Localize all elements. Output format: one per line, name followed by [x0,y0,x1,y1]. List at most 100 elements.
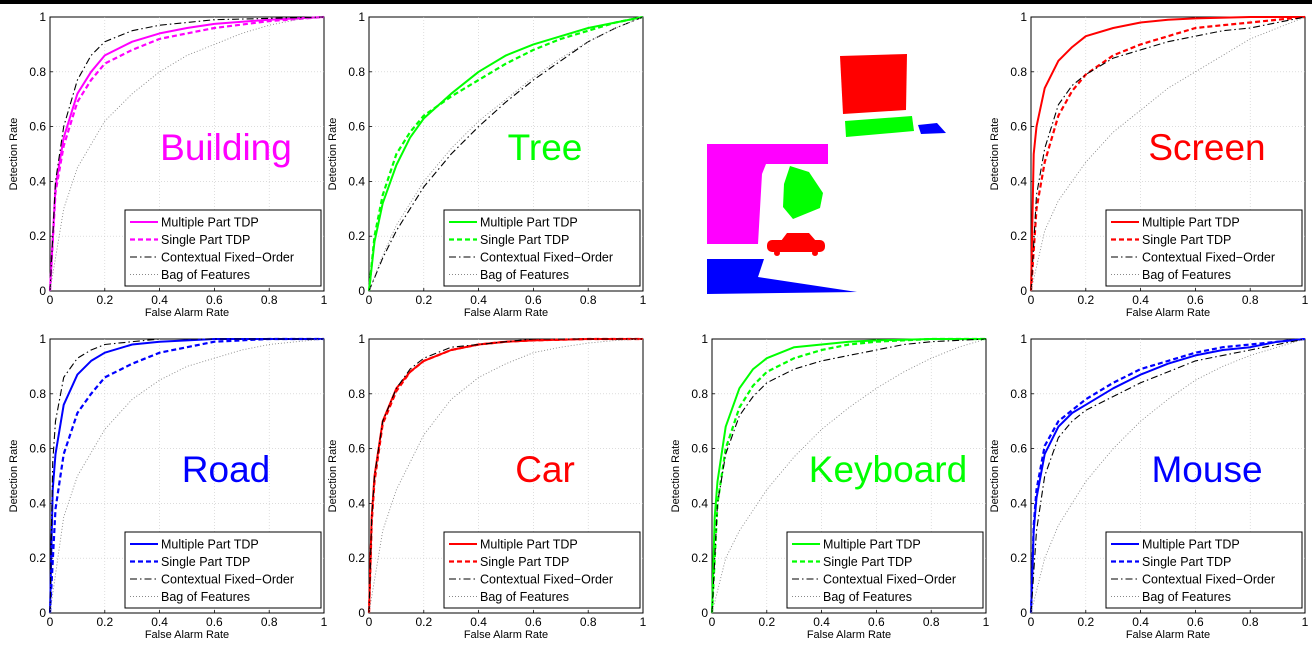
y-axis-label: Detection Rate [989,440,1001,513]
roc-panel-road: 00 0.2 0.2 0.4 0.4 0.6 0.6 0.8 0.8 1 1 False Alarm … [8,332,328,641]
series-line-contextual-fixed-order [368,338,643,614]
y-tick-label: 0.8 [1010,387,1027,401]
x-tick-label: 0 [709,615,716,629]
x-tick-label: 0.4 [813,615,830,629]
series-line-contextual-fixed-order [1030,16,1306,292]
legend-entry-label: Single Part TDP [161,555,250,569]
y-tick-label: 0 [1020,606,1027,620]
legend-entry-label: Contextual Fixed−Order [823,573,956,587]
y-tick-label: 0.4 [691,496,708,510]
x-tick-label: 0.4 [151,615,168,629]
y-tick-label: 1 [701,332,708,346]
x-axis-label: False Alarm Rate [145,629,229,641]
car-region [767,233,825,256]
x-tick-label: 0.8 [1242,293,1259,307]
y-tick-label: 0.6 [29,442,46,456]
x-tick-label: 0 [1028,615,1035,629]
x-tick-label: 0.6 [1187,615,1204,629]
roc-panel-keyboard: 00 0.2 0.2 0.4 0.4 0.6 0.6 0.8 0.8 1 1 False Alarm … [670,332,990,641]
y-tick-label: 1 [1020,10,1027,24]
legend: Multiple Part TDP Single Part TDP Contextu… [124,209,322,287]
legend-entry-label: Contextual Fixed−Order [1142,573,1275,587]
legend: Multiple Part TDP Single Part TDP Contextu… [443,209,641,287]
y-tick-label: 0.2 [1010,551,1027,565]
x-axis-label: False Alarm Rate [464,307,548,319]
series-line-bag-of-features [711,338,987,614]
x-tick-label: 0 [1028,293,1035,307]
legend-entry-label: Bag of Features [480,590,569,604]
top-rule [0,0,1312,4]
y-tick-label: 0 [39,284,46,298]
y-tick-label: 0.4 [29,496,46,510]
series-line-bag-of-features [368,16,644,292]
x-tick-label: 0.8 [923,615,940,629]
y-tick-label: 1 [1020,332,1027,346]
x-tick-label: 0.6 [868,615,885,629]
x-tick-label: 0.4 [1132,615,1149,629]
legend-entry-label: Single Part TDP [1142,233,1231,247]
y-tick-label: 1 [39,332,46,346]
roc-panel-building: 00 0.2 0.2 0.4 0.4 0.6 0.6 0.8 0.8 1 1 False Alarm … [8,10,328,319]
legend-entry-label: Multiple Part TDP [480,216,578,230]
x-axis-label: False Alarm Rate [807,629,891,641]
legend-entry-label: Multiple Part TDP [161,216,259,230]
series-line-single-part-tdp [367,15,644,292]
y-tick-label: 0 [358,606,365,620]
x-tick-label: 0.8 [1242,615,1259,629]
x-tick-label: 0.2 [415,293,432,307]
legend: Multiple Part TDP Single Part TDP Contextu… [1105,531,1303,609]
x-tick-label: 0.2 [96,293,113,307]
legend-entry-label: Contextual Fixed−Order [480,573,613,587]
x-tick-label: 0.4 [151,293,168,307]
roc-panel-mouse: 00 0.2 0.2 0.4 0.4 0.6 0.6 0.8 0.8 1 1 False Alarm … [989,332,1309,641]
series-line-multiple-part-tdp [49,338,324,614]
class-title-tree: Tree [508,127,583,168]
segmentation-image [707,54,946,294]
y-tick-label: 0 [1020,284,1027,298]
x-tick-label: 1 [321,293,328,307]
legend-entry-label: Bag of Features [161,590,250,604]
legend-entry-label: Single Part TDP [823,555,912,569]
x-tick-label: 1 [640,293,647,307]
x-tick-label: 0.6 [1187,293,1204,307]
x-axis-label: False Alarm Rate [145,307,229,319]
y-tick-label: 0.8 [29,387,46,401]
x-tick-label: 0.2 [415,615,432,629]
x-tick-label: 0 [47,293,54,307]
x-tick-label: 0.8 [580,293,597,307]
legend-entry-label: Multiple Part TDP [161,538,259,552]
series-line-bag-of-features [49,338,325,614]
y-axis-label: Detection Rate [327,440,339,513]
y-tick-label: 0.6 [348,120,365,134]
series-line-contextual-fixed-order [49,16,325,292]
roc-panel-car: 00 0.2 0.2 0.4 0.4 0.6 0.6 0.8 0.8 1 1 False Alarm … [327,332,647,641]
x-tick-label: 1 [1302,293,1309,307]
series-line-multiple-part-tdp [368,16,644,292]
y-tick-label: 0.4 [29,174,46,188]
legend: Multiple Part TDP Single Part TDP Contextu… [1105,209,1303,287]
class-title-building: Building [160,127,292,168]
legend-entry-label: Multiple Part TDP [1142,216,1240,230]
legend-entry-label: Bag of Features [1142,268,1231,282]
legend-entry-label: Single Part TDP [161,233,250,247]
x-tick-label: 0.8 [580,615,597,629]
y-axis-label: Detection Rate [8,440,20,513]
y-tick-label: 0.2 [348,551,365,565]
legend-entry-label: Single Part TDP [480,555,569,569]
legend-entry-label: Contextual Fixed−Order [161,251,294,265]
legend-entry-label: Contextual Fixed−Order [1142,251,1275,265]
series-line-bag-of-features [49,16,325,292]
x-tick-label: 1 [640,615,647,629]
legend-entry-label: Multiple Part TDP [480,538,578,552]
legend-entry-label: Multiple Part TDP [1142,538,1240,552]
x-tick-label: 0 [366,615,373,629]
series-line-contextual-fixed-order [368,16,644,292]
y-tick-label: 0.2 [691,551,708,565]
x-tick-label: 0.2 [1077,615,1094,629]
y-tick-label: 0.2 [348,229,365,243]
x-axis-label: False Alarm Rate [1126,307,1210,319]
x-tick-label: 0 [366,293,373,307]
x-tick-label: 0.6 [525,615,542,629]
series-line-single-part-tdp [1029,15,1306,292]
tree-region [783,166,823,219]
